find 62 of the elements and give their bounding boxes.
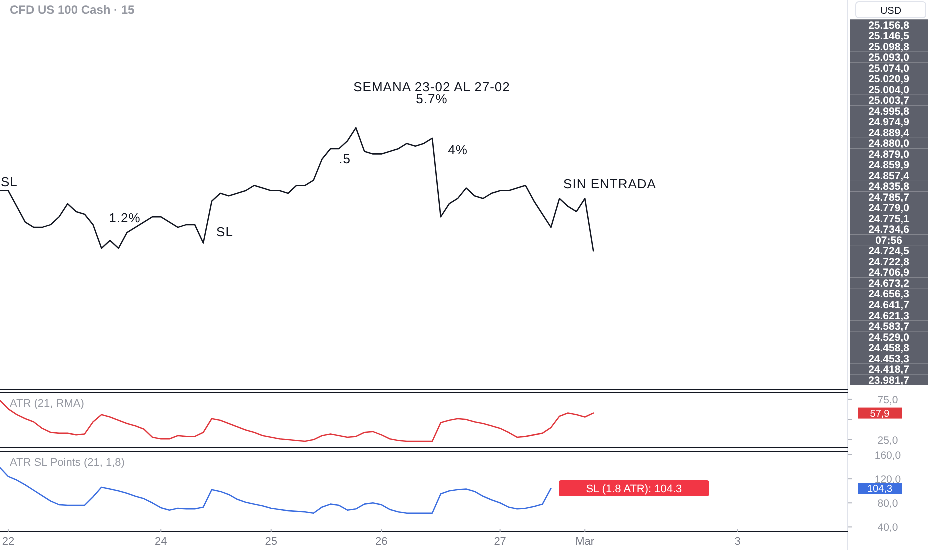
- text: 24.724,5: [868, 246, 910, 258]
- line-series: [0, 400, 594, 442]
- x-tick-label: 24: [154, 536, 168, 548]
- annotation: SL (1.8 ATR): 104.3: [586, 484, 682, 496]
- y-tick-label: 120,0: [874, 474, 902, 486]
- text: 25.156,8: [868, 20, 910, 32]
- text: 24.880,0: [868, 138, 910, 150]
- text: 57,9: [870, 408, 890, 420]
- text: 24.453,3: [868, 353, 910, 366]
- text: 25.146,5: [868, 30, 910, 43]
- y-tick-label: 40,0: [878, 522, 898, 534]
- text: 24.889,4: [868, 127, 910, 140]
- text: 24.785,7: [868, 192, 910, 204]
- text: USD: [880, 6, 902, 17]
- text: 24.641,7: [868, 299, 910, 312]
- y-tick-label: 80,0: [878, 498, 898, 510]
- text: 25.074,0: [868, 62, 910, 75]
- annotation: 4%: [448, 142, 468, 158]
- x-tick-label: 27: [494, 536, 506, 548]
- annotation: SIN ENTRADA: [564, 176, 656, 192]
- y-tick-label: 160,0: [874, 450, 902, 462]
- text: 24.458,8: [868, 342, 910, 355]
- text: 24.775,1: [868, 213, 910, 226]
- text: 24.656,3: [868, 288, 910, 301]
- x-tick-label: 26: [375, 536, 388, 548]
- text: 24.879,0: [868, 148, 910, 161]
- text: 24.859,9: [868, 160, 910, 172]
- text: 24.583,7: [868, 321, 910, 334]
- text: 24.835,8: [868, 181, 910, 194]
- annotation: 1.2%: [109, 210, 141, 226]
- text: 25.093,0: [868, 52, 910, 64]
- text: 24.779,0: [868, 202, 910, 215]
- chart-title: ATR (21, RMA): [10, 398, 84, 410]
- text: 104,3: [867, 484, 893, 496]
- x-tick-label: 3: [734, 536, 741, 548]
- text: 25.003,7: [868, 95, 910, 108]
- text: 24.974,9: [868, 116, 910, 129]
- chart-title: CFD US 100 Cash · 15: [10, 3, 136, 17]
- annotation: SL: [1, 174, 18, 190]
- text: 24.734,6: [868, 224, 910, 236]
- text: 25.020,9: [868, 74, 910, 86]
- x-tick-label: 25: [265, 536, 278, 548]
- line-series: [0, 466, 552, 514]
- text: 25.098,8: [868, 41, 910, 54]
- y-tick-label: 75,0: [878, 394, 898, 406]
- text: 24.995,8: [868, 106, 910, 118]
- chart-title: ATR SL Points (21, 1,8): [10, 457, 125, 469]
- text: 24.529,0: [868, 332, 910, 344]
- annotation: SL: [216, 224, 234, 240]
- x-tick-label: 22: [2, 536, 15, 548]
- annotation: .5: [339, 151, 351, 166]
- text: 07:56: [876, 234, 903, 247]
- text: 24.673,2: [868, 278, 910, 290]
- text: 24.722,8: [868, 256, 910, 268]
- y-tick-label: 25,0: [878, 434, 898, 447]
- text: 25.004,0: [868, 84, 910, 96]
- text: 23.981,7: [868, 374, 910, 387]
- text: 24.706,9: [868, 267, 910, 280]
- text: 24.621,3: [868, 310, 910, 322]
- x-tick-label: Mar: [576, 536, 595, 548]
- text: 24.418,7: [868, 364, 910, 376]
- text: 24.857,4: [868, 170, 910, 182]
